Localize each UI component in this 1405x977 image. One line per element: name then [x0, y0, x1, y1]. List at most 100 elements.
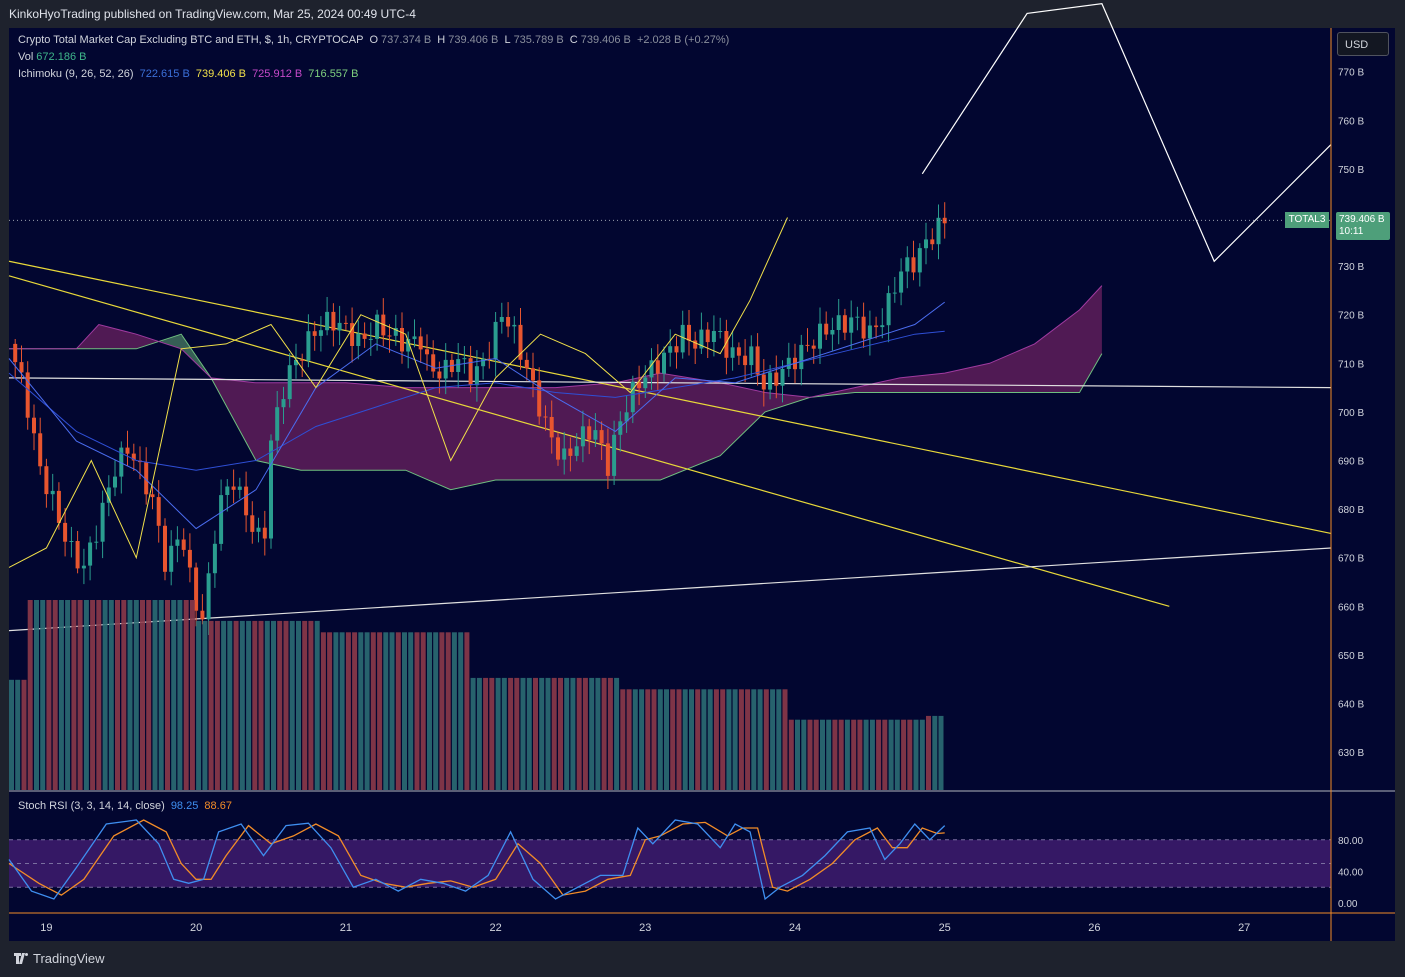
- volume-bar: [140, 600, 145, 790]
- price-pane[interactable]: [8, 3, 1332, 635]
- candle-body: [25, 372, 30, 418]
- candle-body: [574, 446, 579, 456]
- projection-path[interactable]: [921, 3, 1332, 263]
- candle-body: [655, 360, 660, 374]
- legend-open-label: O: [369, 34, 379, 46]
- stoch-rsi-legend[interactable]: Stoch RSI (3, 3, 14, 14, close) 98.25 88…: [18, 800, 235, 812]
- candle-body: [406, 339, 411, 352]
- candle-body: [81, 565, 86, 569]
- legend-low-value: 735.789 B: [513, 34, 564, 46]
- candle-body: [643, 377, 648, 389]
- candle-body: [462, 358, 467, 360]
- price-axis-label: 670 B: [1338, 554, 1364, 565]
- volume-bar: [177, 600, 183, 790]
- volume-legend[interactable]: Vol 672.186 B: [18, 51, 89, 63]
- time-axis-label: 24: [789, 922, 801, 934]
- candle-body: [306, 331, 311, 361]
- white-trendline[interactable]: [8, 547, 1332, 632]
- candle-body: [842, 315, 847, 333]
- candle-body: [250, 515, 255, 532]
- volume-bar: [508, 677, 514, 790]
- stoch-rsi-k-value: 98.25: [170, 800, 199, 812]
- volume-bar: [115, 600, 120, 790]
- volume-bar: [770, 689, 776, 790]
- ichimoku-legend[interactable]: Ichimoku (9, 26, 52, 26) 722.615 B 739.4…: [18, 68, 361, 80]
- candle-body: [761, 374, 766, 390]
- candle-body: [724, 331, 729, 358]
- candle-body: [811, 345, 816, 349]
- candle-body: [930, 239, 935, 245]
- candle-body: [387, 335, 392, 337]
- volume-bar: [289, 620, 295, 790]
- candle-body: [836, 315, 841, 330]
- candle-body: [830, 330, 835, 335]
- candle-body: [356, 333, 361, 346]
- volume-bar: [46, 600, 52, 790]
- candle-body: [194, 567, 199, 611]
- legend-title[interactable]: Crypto Total Market Cap Excluding BTC an…: [18, 34, 364, 46]
- candle-body: [637, 381, 642, 389]
- volume-bar: [570, 677, 576, 790]
- candle-body: [867, 325, 872, 339]
- ichimoku-cloud-bearish: [212, 285, 1102, 490]
- ichimoku-chikou-value: 739.406 B: [195, 68, 246, 80]
- stoch-rsi-pane[interactable]: [8, 819, 1331, 901]
- tradingview-logo[interactable]: TradingView: [14, 949, 105, 969]
- candle-body: [225, 486, 230, 495]
- candle-body: [755, 346, 760, 375]
- candle-body: [206, 573, 211, 620]
- candle-body: [100, 502, 105, 542]
- volume-bar: [58, 600, 64, 790]
- volume-bar: [439, 632, 445, 790]
- legend-high-label: H: [437, 34, 446, 46]
- candle-body: [474, 366, 479, 386]
- candle-body: [499, 317, 504, 322]
- volume-bar: [183, 600, 189, 790]
- volume-bar: [458, 632, 464, 790]
- candle-body: [244, 486, 249, 516]
- volume-bar: [214, 620, 220, 790]
- volume-bar: [657, 689, 663, 790]
- volume-value: 672.186 B: [36, 51, 87, 63]
- volume-bar: [745, 689, 751, 790]
- candle-body: [543, 416, 548, 418]
- ichimoku-label: Ichimoku (9, 26, 52, 26): [18, 68, 134, 80]
- volume-bar: [34, 600, 39, 790]
- volume-bar: [857, 719, 863, 790]
- candle-body: [256, 527, 261, 532]
- candle-body: [362, 333, 367, 339]
- volume-label: Vol: [18, 51, 34, 63]
- yellow-trendline[interactable]: [8, 260, 1332, 535]
- candle-body: [468, 358, 473, 386]
- stoch-rsi-axis-label: 80.00: [1338, 836, 1363, 847]
- candle-body: [774, 372, 779, 386]
- volume-bar: [451, 632, 457, 790]
- candle-body: [13, 343, 18, 363]
- ichimoku-tenkan-value: 722.615 B: [139, 68, 190, 80]
- candle-body: [605, 443, 610, 476]
- currency-button[interactable]: USD: [1337, 32, 1389, 56]
- volume-bar: [526, 677, 532, 790]
- volume-bar: [620, 689, 626, 790]
- candle-body: [113, 476, 117, 488]
- candle-body: [580, 426, 585, 447]
- volume-bar: [258, 620, 264, 790]
- candle-body: [630, 381, 635, 413]
- volume-bar: [65, 600, 71, 790]
- volume-bar: [383, 632, 389, 790]
- volume-bar: [333, 632, 339, 790]
- last-price-value: 739.406 B: [1339, 214, 1385, 225]
- candle-body: [768, 372, 773, 390]
- volume-bar: [470, 677, 476, 790]
- volume-bar: [420, 632, 426, 790]
- volume-bar: [607, 677, 613, 790]
- volume-bar: [720, 689, 726, 790]
- volume-bar: [339, 632, 345, 790]
- price-axis-label: 720 B: [1338, 311, 1364, 322]
- candle-body: [699, 329, 704, 349]
- candle-body: [156, 497, 161, 526]
- volume-bar: [888, 719, 894, 790]
- candle-body: [418, 336, 423, 350]
- volume-bar: [15, 679, 21, 790]
